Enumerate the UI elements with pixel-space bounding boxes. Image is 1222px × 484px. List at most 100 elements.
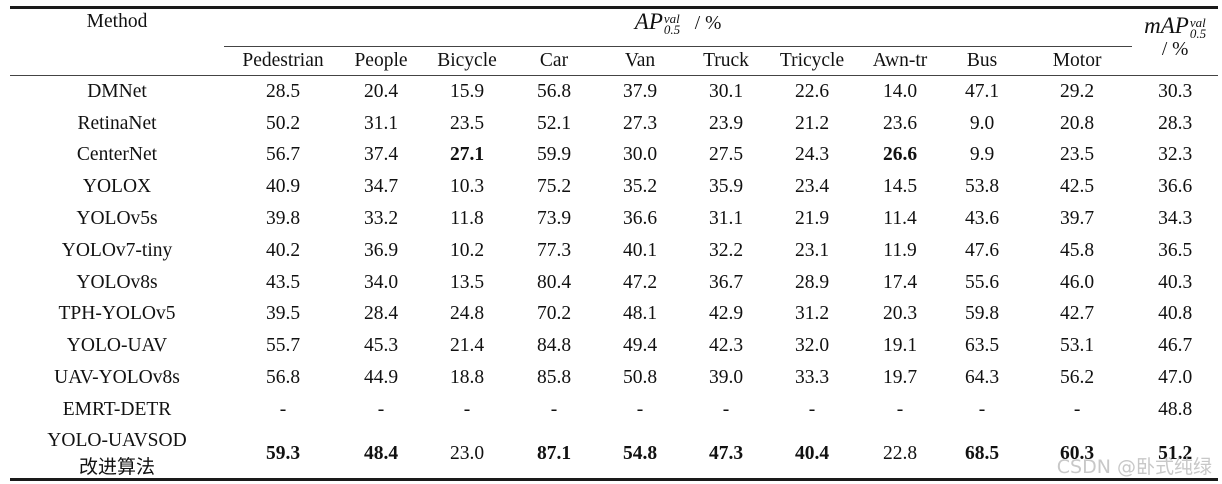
value-cell: 56.8 [514, 74, 594, 108]
value-cell: 33.3 [794, 367, 830, 389]
method-cell: CenterNet [76, 144, 158, 166]
value-cell: 75.2 [536, 176, 572, 198]
class-header-truck: Truck [686, 46, 766, 76]
value-cell: 36.6 [622, 208, 658, 230]
value-cell: 53.8 [964, 176, 1000, 198]
table-row: EMRT-DETR - - - - - - - - - - 48.8 [10, 394, 1218, 426]
method-cell-proposed: YOLO-UAVSOD 改进算法 [10, 426, 224, 482]
method-header: Method [86, 11, 148, 32]
value-cell: - [1073, 398, 1081, 420]
class-header-people: People [342, 46, 420, 76]
csdn-watermark: CSDN @卧式纯绿 [1056, 456, 1212, 478]
method-cell: UAV-YOLOv8s [54, 367, 180, 389]
value-cell: 56.7 [265, 144, 301, 166]
map-cell: 46.7 [1158, 335, 1193, 357]
value-cell: 32.0 [794, 335, 830, 357]
value-cell: 14.5 [882, 176, 918, 198]
table-row: YOLOv7-tiny 40.2 36.9 10.2 77.3 40.1 32.2 23.1 1… [10, 235, 1218, 267]
value-cell: 40.4 [794, 442, 830, 464]
value-cell: 13.5 [449, 271, 485, 293]
value-cell: 27.3 [622, 112, 658, 134]
value-cell: 64.3 [964, 367, 1000, 389]
value-cell: 42.3 [708, 335, 744, 357]
value-cell: 28.4 [363, 303, 399, 325]
value-cell: 42.9 [708, 303, 744, 325]
value-cell: 45.3 [363, 335, 399, 357]
value-cell: 23.0 [449, 442, 485, 464]
value-cell: 48.4 [363, 442, 399, 464]
value-cell: 33.2 [363, 208, 399, 230]
value-cell: 47.6 [964, 239, 1000, 261]
value-cell: 9.9 [969, 144, 995, 166]
value-cell: 35.2 [622, 176, 658, 198]
value-cell: 17.4 [882, 271, 918, 293]
value-cell: - [377, 398, 385, 420]
value-cell: 34.7 [363, 176, 399, 198]
method-cell: YOLOv5s [76, 208, 158, 230]
value-cell: 40.9 [265, 176, 301, 198]
value-cell: 50.8 [622, 367, 658, 389]
table-row: CenterNet 56.7 37.4 27.1 59.9 30.0 27.5 24.3 26.… [10, 140, 1218, 172]
method-cell: TPH-YOLOv5 [58, 303, 176, 325]
value-cell: 85.8 [536, 367, 572, 389]
value-cell: 84.8 [536, 335, 572, 357]
value-cell: 11.8 [450, 208, 484, 230]
value-cell: 42.5 [1060, 176, 1095, 198]
value-cell: 39.7 [1060, 208, 1095, 230]
table-row: YOLO-UAV 55.7 45.3 21.4 84.8 49.4 42.3 32.0 19.1… [10, 330, 1218, 362]
value-cell: 14.0 [858, 74, 942, 108]
value-cell: 37.4 [363, 144, 399, 166]
map-cell: 48.8 [1158, 398, 1193, 420]
value-cell: 63.5 [964, 335, 1000, 357]
value-cell: 36.9 [363, 239, 399, 261]
value-cell: - [550, 398, 558, 420]
value-cell: 30.1 [686, 74, 766, 108]
value-cell: 11.9 [883, 239, 917, 261]
table-bottom-rule [10, 478, 1218, 481]
map-cell: 36.5 [1158, 239, 1193, 261]
value-cell: - [636, 398, 644, 420]
value-cell: 27.5 [708, 144, 744, 166]
value-cell: 18.8 [449, 367, 485, 389]
table-row: TPH-YOLOv5 39.5 28.4 24.8 70.2 48.1 42.9 31.2 20… [10, 299, 1218, 331]
class-header-van: Van [594, 46, 686, 76]
value-cell: 48.1 [622, 303, 658, 325]
value-cell: 20.4 [342, 74, 420, 108]
map-cell: 30.3 [1132, 74, 1219, 108]
value-cell: 35.9 [708, 176, 744, 198]
value-cell: 23.1 [794, 239, 830, 261]
value-cell: 23.4 [794, 176, 830, 198]
value-cell: 53.1 [1060, 335, 1095, 357]
method-cell: DMNet [10, 74, 224, 108]
value-cell: 52.1 [536, 112, 572, 134]
table-row: UAV-YOLOv8s 56.8 44.9 18.8 85.8 50.8 39.0 33.3 1… [10, 362, 1218, 394]
value-cell: 60.3 [1060, 442, 1095, 464]
map-cell: 40.3 [1158, 271, 1193, 293]
class-header-motor: Motor [1022, 46, 1133, 76]
map-header: mAP val 0.5 / % [1144, 13, 1207, 60]
value-cell: 22.8 [882, 442, 918, 464]
value-cell: 37.9 [594, 74, 686, 108]
value-cell: - [279, 398, 287, 420]
map-cell: 36.6 [1158, 176, 1193, 198]
value-cell: 24.3 [794, 144, 830, 166]
value-cell: 21.2 [794, 112, 830, 134]
value-cell: 22.6 [766, 74, 858, 108]
value-cell: - [896, 398, 904, 420]
value-cell: 80.4 [536, 271, 572, 293]
method-name-line2: 改进算法 [78, 455, 155, 478]
value-cell: 24.8 [449, 303, 485, 325]
map-cell: 47.0 [1158, 367, 1193, 389]
value-cell: 47.1 [942, 74, 1022, 108]
table-row: DMNet 28.5 20.4 15.9 56.8 37.9 30.1 22.6 14.0 47.… [10, 74, 1219, 108]
value-cell: 27.1 [449, 144, 485, 166]
value-cell: 31.1 [363, 112, 399, 134]
class-header-awn-tr: Awn-tr [858, 46, 942, 76]
value-cell: 59.9 [536, 144, 572, 166]
value-cell: 44.9 [363, 367, 399, 389]
table-row: RetinaNet 50.2 31.1 23.5 52.1 27.3 23.9 21.2 23.… [10, 108, 1218, 140]
value-cell: 23.6 [882, 112, 918, 134]
value-cell: 77.3 [536, 239, 572, 261]
value-cell: 47.2 [622, 271, 658, 293]
value-cell: - [463, 398, 471, 420]
